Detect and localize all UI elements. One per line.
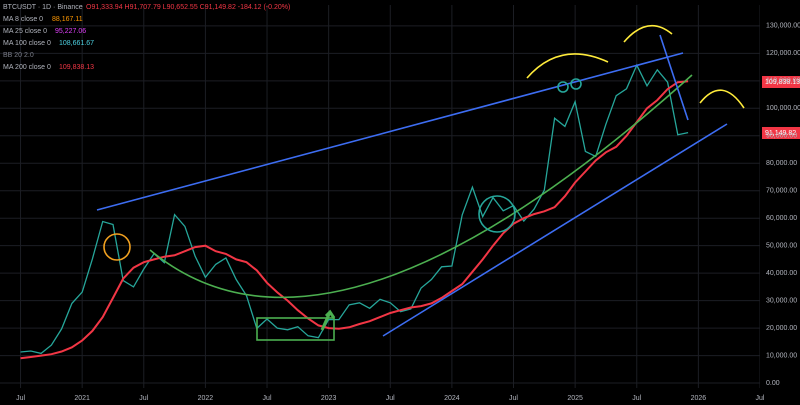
y-tick-label: 130,000.00 <box>766 23 800 30</box>
ma-value: 95,227.06 <box>55 28 86 35</box>
y-tick-label: 90,000.00 <box>766 133 797 140</box>
plot <box>20 63 689 360</box>
price-tag: 91,149.82 <box>765 130 796 137</box>
y-tick-label: 0.00 <box>766 380 780 387</box>
x-tick-label: 2021 <box>74 395 90 402</box>
x-tick-label: Jul <box>756 395 765 402</box>
x-tick-label: 2025 <box>567 395 583 402</box>
trend-line <box>96 52 684 211</box>
series-line <box>20 80 689 360</box>
price-tags: 109,838.13 91,149.82 <box>762 76 800 139</box>
price-tag-bg <box>762 76 800 88</box>
arc <box>623 24 673 43</box>
arrow <box>320 309 336 331</box>
legend: BTCUSDT · 1D · Binance O91,333.94 H91,70… <box>3 4 290 71</box>
annotations <box>96 24 745 341</box>
y-tick-label: 20,000.00 <box>766 325 797 332</box>
circle <box>557 81 569 93</box>
y-tick-label: 60,000.00 <box>766 215 797 222</box>
box <box>256 317 335 341</box>
series-line <box>20 63 689 355</box>
x-tick-label: Jul <box>263 395 272 402</box>
x-tick-label: 2022 <box>198 395 214 402</box>
x-tick-label: Jul <box>632 395 641 402</box>
ma-label: MA 8 close 0 <box>3 16 43 23</box>
y-tick-label: 110,000.00 <box>766 78 800 85</box>
y-tick-label: 70,000.00 <box>766 188 797 195</box>
ma-value: 88,167.11 <box>52 16 83 23</box>
ma-value: 109,838.13 <box>59 64 94 71</box>
x-tick-label: 2023 <box>321 395 337 402</box>
y-tick-label: 100,000.00 <box>766 105 800 112</box>
x-tick-label: Jul <box>509 395 518 402</box>
ma-label: MA 100 close 0 <box>3 40 51 47</box>
price-axis <box>760 0 800 405</box>
arc <box>699 89 745 109</box>
circle <box>103 233 131 261</box>
arc <box>526 53 609 79</box>
curve <box>149 74 693 299</box>
x-tick-label: 2026 <box>691 395 707 402</box>
price-tag-bg <box>762 127 800 139</box>
y-tick-label: 30,000.00 <box>766 297 797 304</box>
y-tick-label: 50,000.00 <box>766 243 797 250</box>
y-tick-label: 80,000.00 <box>766 160 797 167</box>
trend-line <box>659 34 689 121</box>
ma-label: MA 200 close 0 <box>3 64 51 71</box>
x-tick-label: 2024 <box>444 395 460 402</box>
price-tag: 109,838.13 <box>765 79 800 86</box>
bb-label: BB 20 2.0 <box>3 52 34 59</box>
ohlc: O91,333.94 H91,707.79 L90,652.55 C91,149… <box>86 4 290 11</box>
x-tick-label: Jul <box>386 395 395 402</box>
grid <box>0 5 761 388</box>
trend-line <box>382 123 728 337</box>
symbol: BTCUSDT · 1D · Binance <box>3 4 83 11</box>
ma-value: 108,661.67 <box>59 40 94 47</box>
x-tick-label: Jul <box>16 395 25 402</box>
y-tick-label: 120,000.00 <box>766 50 800 57</box>
y-tick-label: 40,000.00 <box>766 270 797 277</box>
x-tick-label: Jul <box>139 395 148 402</box>
circle <box>570 78 582 90</box>
y-tick-label: 10,000.00 <box>766 352 797 359</box>
ma-label: MA 25 close 0 <box>3 28 47 35</box>
circle <box>478 195 516 233</box>
